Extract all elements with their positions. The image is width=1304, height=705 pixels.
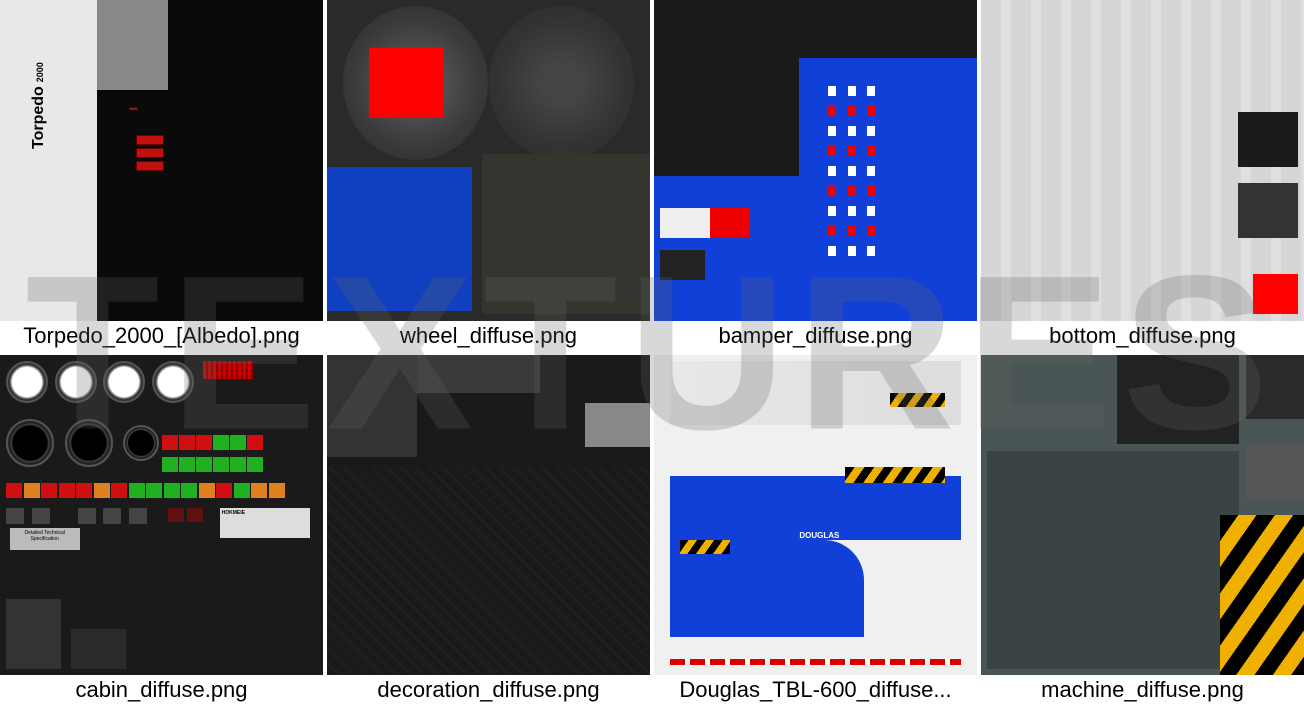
filename-label: machine_diffuse.png <box>1041 675 1244 705</box>
texture-item[interactable]: decoration_diffuse.png <box>327 355 650 705</box>
thumbnail-torpedo: Torpedo 2000 ▬ <box>0 0 323 321</box>
thumbnail-bamper <box>654 0 977 321</box>
texture-item[interactable]: wheel_diffuse.png <box>327 0 650 351</box>
thumbnail-cabin: HOKMEIE Detailed Technical Specification <box>0 355 323 676</box>
filename-label: Torpedo_2000_[Albedo].png <box>23 321 299 351</box>
thumbnail-decoration <box>327 355 650 676</box>
filename-label: cabin_diffuse.png <box>75 675 247 705</box>
texture-item[interactable]: bottom_diffuse.png <box>981 0 1304 351</box>
texture-item[interactable]: machine_diffuse.png <box>981 355 1304 705</box>
texture-item[interactable]: DOUGLAS Douglas_TBL-600_diffuse... <box>654 355 977 705</box>
filename-label: Douglas_TBL-600_diffuse... <box>679 675 951 705</box>
filename-label: bottom_diffuse.png <box>1049 321 1236 351</box>
texture-item[interactable]: bamper_diffuse.png <box>654 0 977 351</box>
texture-item[interactable]: Torpedo 2000 ▬ Torpedo_2000_[Albedo].png <box>0 0 323 351</box>
filename-label: bamper_diffuse.png <box>718 321 912 351</box>
thumbnail-bottom <box>981 0 1304 321</box>
thumbnail-wheel <box>327 0 650 321</box>
thumbnail-machine <box>981 355 1304 676</box>
thumbnail-douglas: DOUGLAS <box>654 355 977 676</box>
filename-label: decoration_diffuse.png <box>377 675 599 705</box>
filename-label: wheel_diffuse.png <box>400 321 577 351</box>
texture-item[interactable]: HOKMEIE Detailed Technical Specification… <box>0 355 323 705</box>
texture-grid: Torpedo 2000 ▬ Torpedo_2000_[Albedo].png… <box>0 0 1304 705</box>
